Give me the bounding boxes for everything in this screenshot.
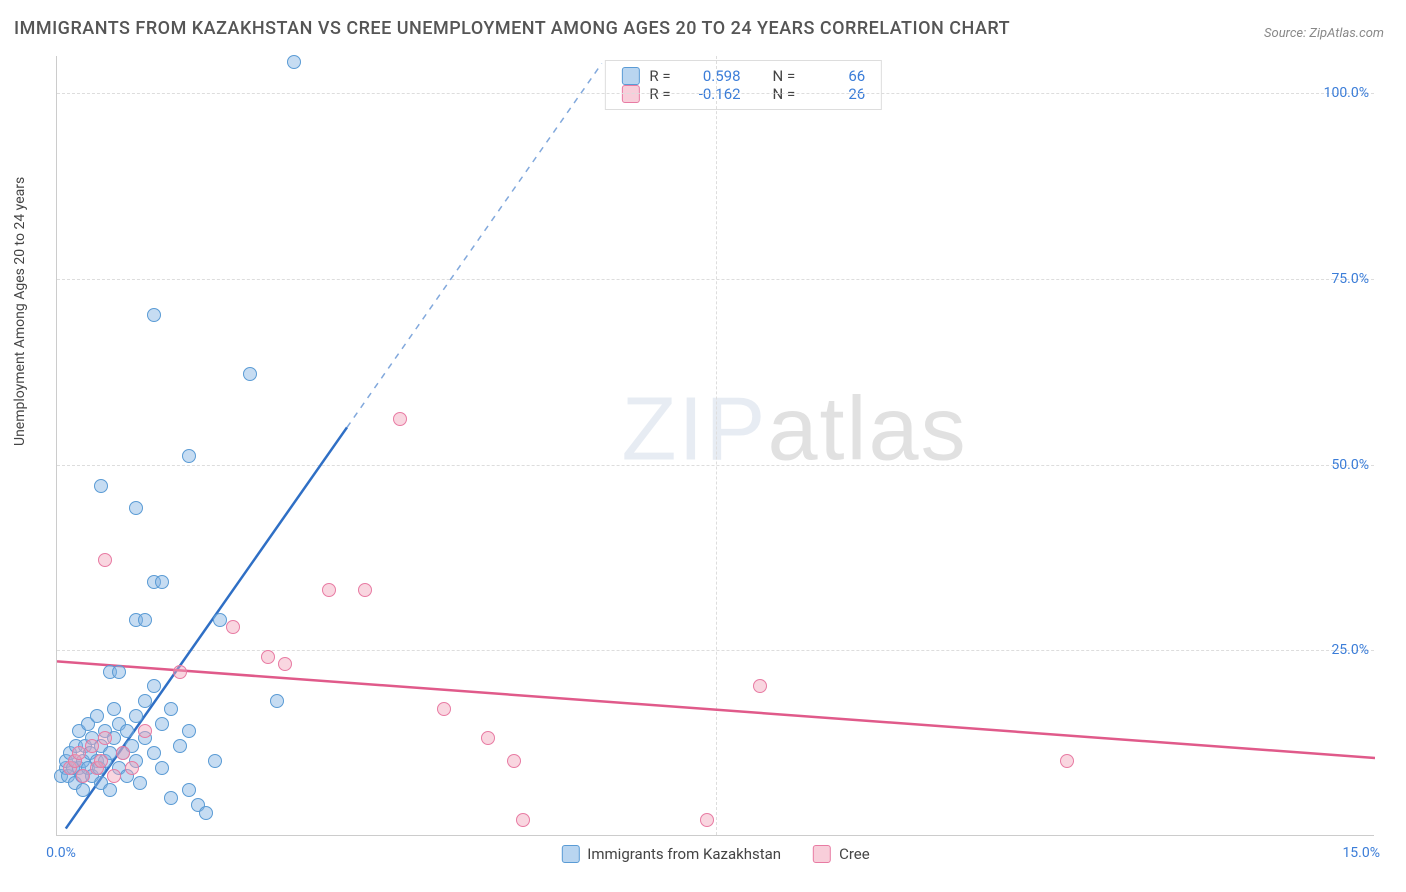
- scatter-point-b: [116, 746, 130, 760]
- gridline-v: [716, 56, 717, 835]
- chart-container: IMMIGRANTS FROM KAZAKHSTAN VS CREE UNEMP…: [0, 0, 1406, 892]
- scatter-point-a: [164, 702, 178, 716]
- scatter-point-a: [76, 783, 90, 797]
- scatter-point-b: [226, 620, 240, 634]
- y-tick: 100.0%: [1309, 85, 1369, 101]
- x-tick-min: 0.0%: [46, 845, 76, 861]
- scatter-point-a: [243, 367, 257, 381]
- scatter-point-b: [278, 657, 292, 671]
- scatter-point-a: [155, 761, 169, 775]
- watermark: ZIPatlas: [621, 378, 967, 481]
- n-value-a: 66: [805, 67, 865, 85]
- scatter-point-a: [90, 709, 104, 723]
- scatter-point-b: [437, 702, 451, 716]
- swatch-a-icon: [621, 67, 639, 85]
- scatter-point-b: [107, 769, 121, 783]
- scatter-point-b: [1060, 754, 1074, 768]
- r-label: R =: [649, 67, 670, 85]
- x-tick-max: 15.0%: [1342, 845, 1380, 861]
- scatter-point-a: [138, 613, 152, 627]
- legend-item-b: Cree: [813, 845, 870, 863]
- scatter-point-a: [107, 702, 121, 716]
- series-legend: Immigrants from Kazakhstan Cree: [561, 845, 869, 863]
- n-label: N =: [773, 67, 796, 85]
- scatter-point-a: [164, 791, 178, 805]
- legend-label-b: Cree: [839, 845, 870, 863]
- scatter-point-b: [94, 754, 108, 768]
- scatter-point-b: [125, 761, 139, 775]
- scatter-point-a: [112, 665, 126, 679]
- scatter-point-a: [199, 806, 213, 820]
- legend-item-a: Immigrants from Kazakhstan: [561, 845, 781, 863]
- scatter-point-b: [76, 769, 90, 783]
- scatter-point-b: [72, 746, 86, 760]
- scatter-point-a: [129, 501, 143, 515]
- swatch-b-icon: [813, 845, 831, 863]
- scatter-point-b: [700, 813, 714, 827]
- scatter-point-a: [133, 776, 147, 790]
- scatter-point-b: [322, 583, 336, 597]
- scatter-point-b: [753, 679, 767, 693]
- plot-area: ZIPatlas R = 0.598 N = 66 R = -0.162 N =…: [56, 56, 1374, 836]
- swatch-a-icon: [561, 845, 579, 863]
- scatter-point-a: [138, 694, 152, 708]
- scatter-point-b: [85, 739, 99, 753]
- scatter-point-b: [98, 553, 112, 567]
- scatter-point-a: [155, 717, 169, 731]
- scatter-point-a: [120, 724, 134, 738]
- scatter-point-a: [147, 746, 161, 760]
- regression-dash-a: [347, 63, 602, 427]
- scatter-point-b: [261, 650, 275, 664]
- legend-label-a: Immigrants from Kazakhstan: [587, 845, 781, 863]
- y-tick: 25.0%: [1309, 642, 1369, 658]
- scatter-point-b: [516, 813, 530, 827]
- scatter-point-b: [507, 754, 521, 768]
- source-attribution: Source: ZipAtlas.com: [1264, 26, 1384, 41]
- correlation-legend: R = 0.598 N = 66 R = -0.162 N = 26: [604, 60, 882, 110]
- scatter-point-a: [155, 575, 169, 589]
- r-value-a: 0.598: [681, 67, 741, 85]
- y-tick: 75.0%: [1309, 271, 1369, 287]
- scatter-point-b: [358, 583, 372, 597]
- scatter-point-a: [182, 449, 196, 463]
- scatter-point-b: [173, 665, 187, 679]
- scatter-point-a: [103, 783, 117, 797]
- scatter-point-a: [208, 754, 222, 768]
- chart-title: IMMIGRANTS FROM KAZAKHSTAN VS CREE UNEMP…: [14, 18, 1010, 39]
- scatter-point-a: [182, 724, 196, 738]
- regression-line-a: [66, 427, 347, 828]
- legend-row-a: R = 0.598 N = 66: [621, 67, 865, 85]
- scatter-point-a: [94, 479, 108, 493]
- scatter-point-a: [129, 709, 143, 723]
- y-axis-label: Unemployment Among Ages 20 to 24 years: [12, 177, 28, 446]
- scatter-point-b: [393, 412, 407, 426]
- scatter-point-b: [481, 731, 495, 745]
- scatter-point-a: [147, 308, 161, 322]
- scatter-point-b: [138, 724, 152, 738]
- scatter-point-a: [147, 679, 161, 693]
- scatter-point-a: [173, 739, 187, 753]
- scatter-point-a: [213, 613, 227, 627]
- y-tick: 50.0%: [1309, 457, 1369, 473]
- scatter-point-b: [98, 731, 112, 745]
- scatter-point-a: [182, 783, 196, 797]
- scatter-point-a: [287, 55, 301, 69]
- scatter-point-a: [270, 694, 284, 708]
